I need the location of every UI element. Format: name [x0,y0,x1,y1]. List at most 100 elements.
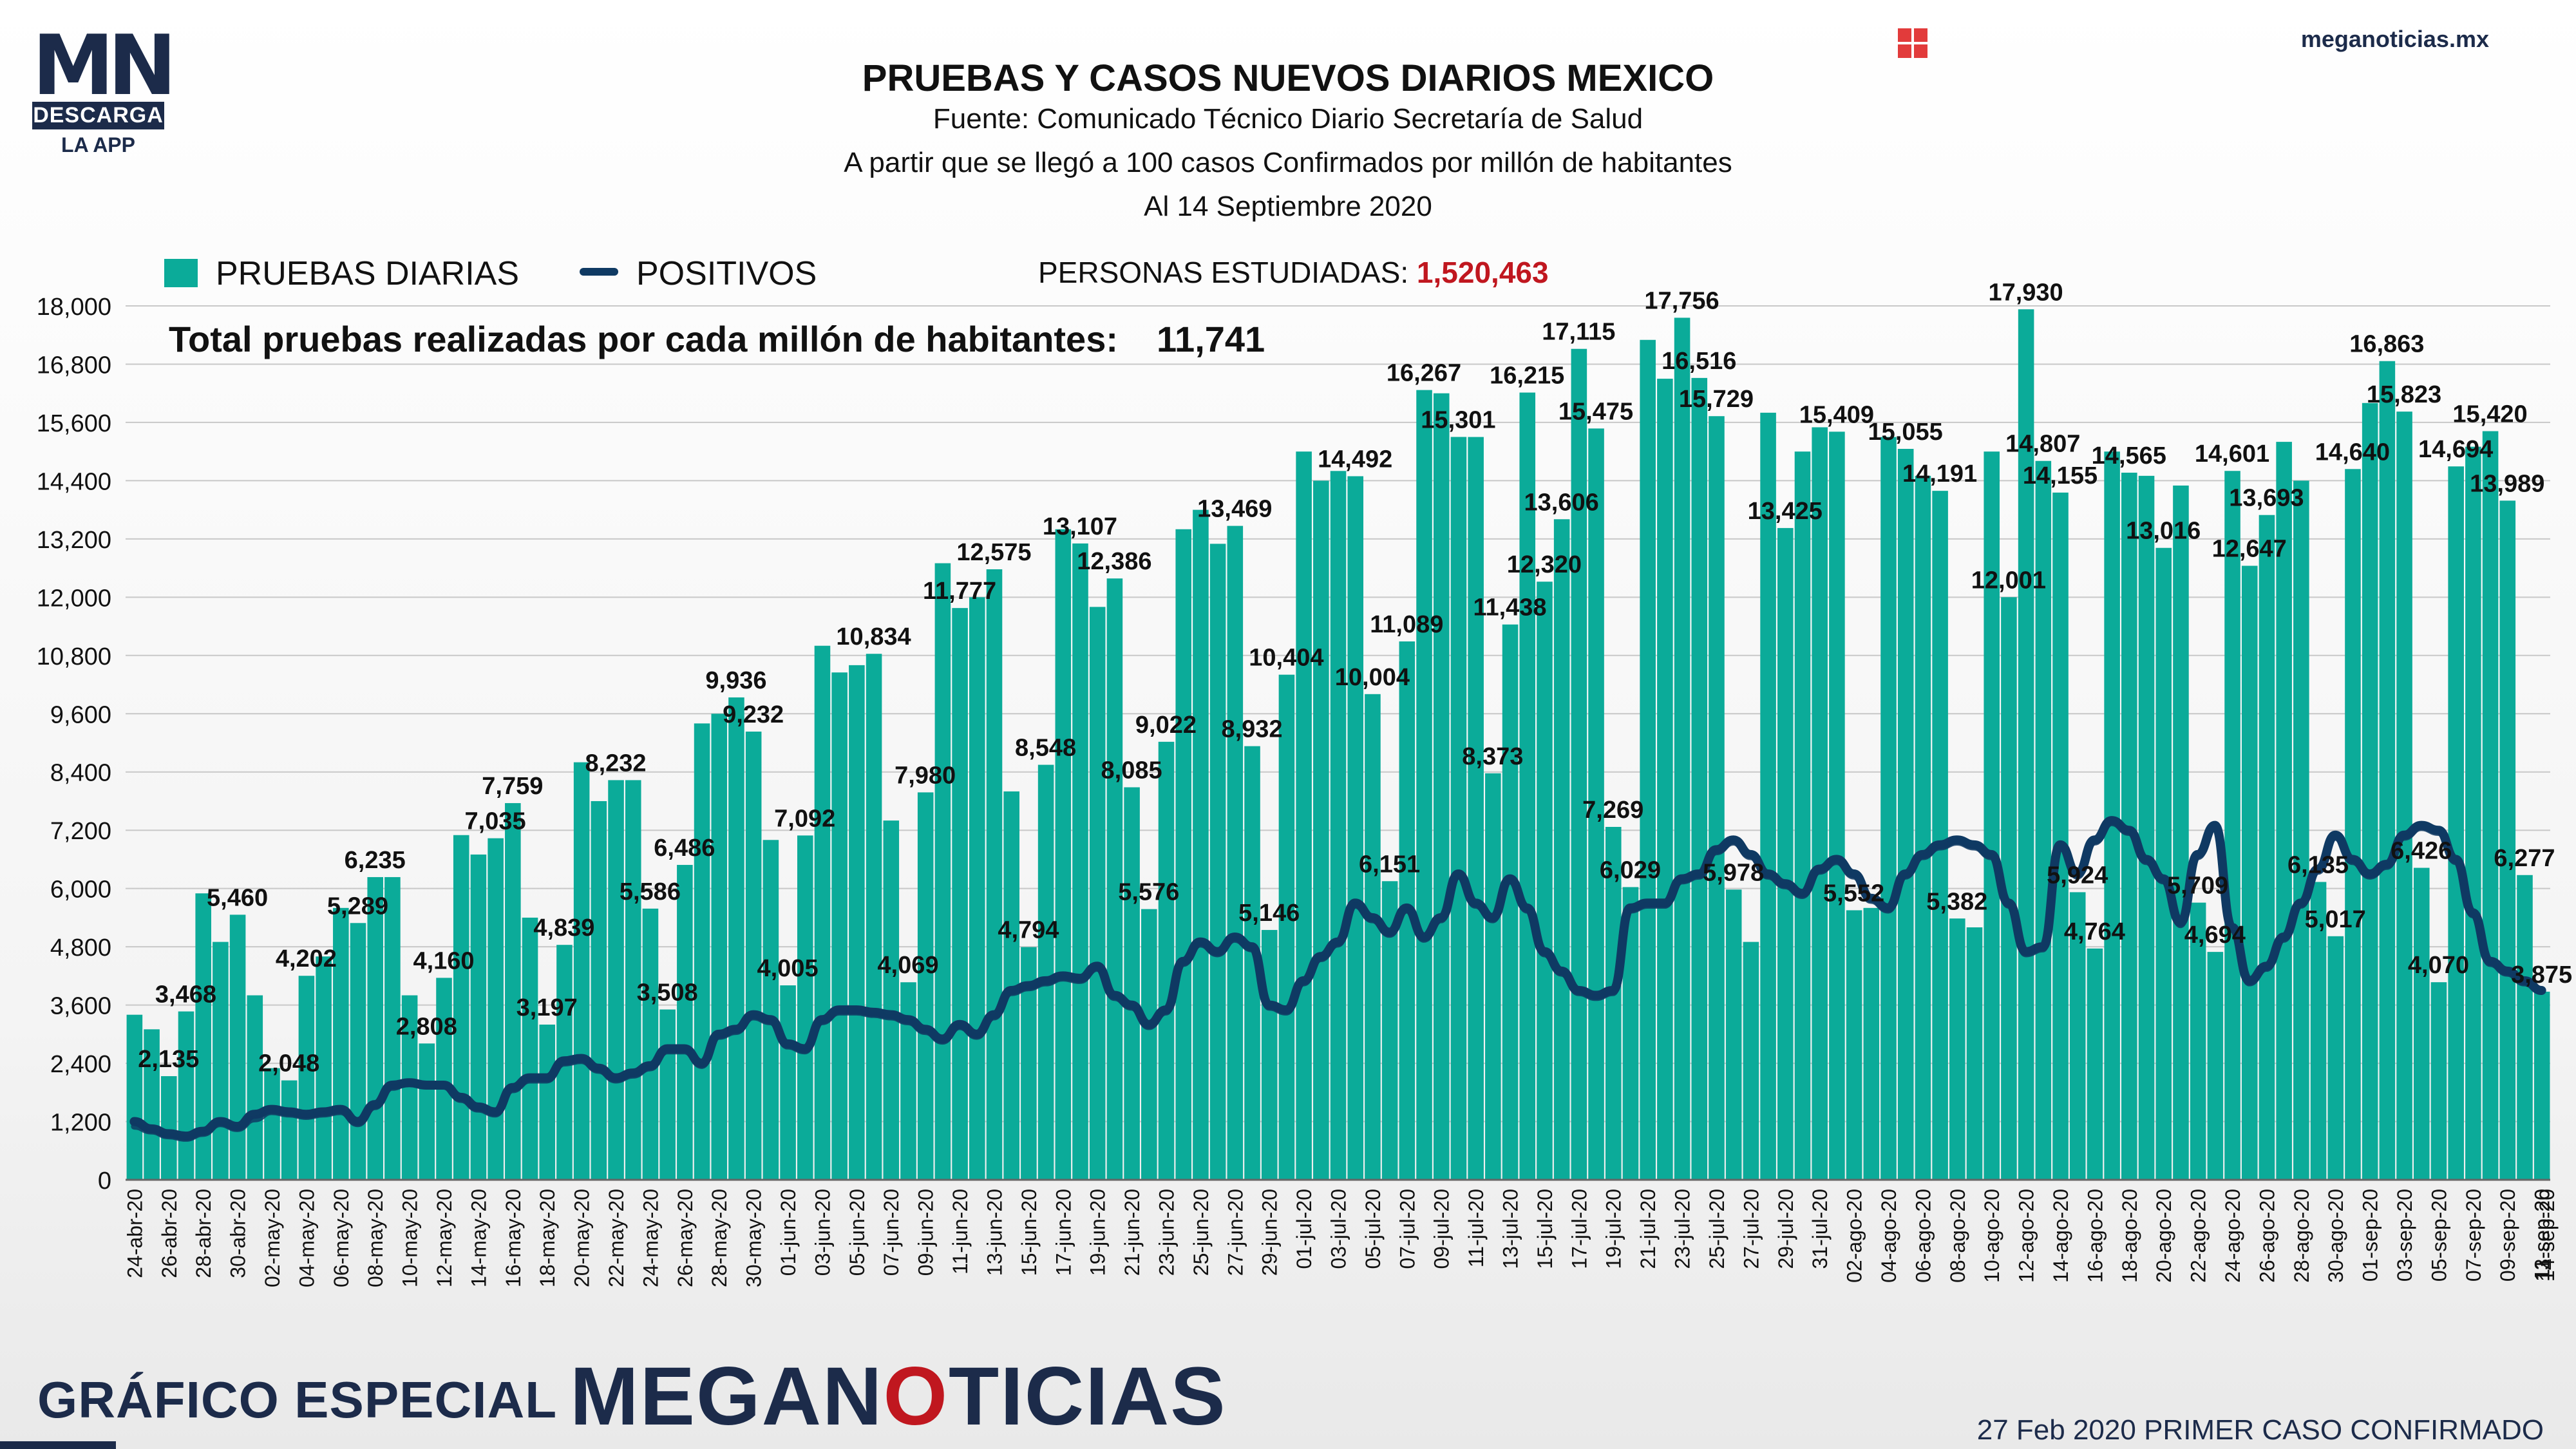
bar-value-label: 16,215 [1490,363,1564,390]
bar-value-label: 15,420 [2452,401,2527,428]
x-tick-label: 28-ago-20 [2290,1189,2313,1283]
x-tick-label: 01-jul-20 [1293,1189,1316,1269]
bar-value-label: 15,301 [1421,406,1495,433]
x-tick-label: 15-jul-20 [1533,1189,1557,1269]
x-tick-label: 10-may-20 [399,1189,422,1287]
bar-value-label: 5,460 [207,884,268,911]
bar [1846,910,1862,1180]
bar [2138,475,2155,1180]
y-tick-label: 14,400 [37,468,111,495]
bar [1261,930,1278,1180]
legend-bar-swatch [164,259,198,287]
bar-value-label: 4,005 [757,955,818,982]
x-tick-label: 03-jul-20 [1327,1189,1350,1269]
bar [1932,491,1948,1180]
bar [419,1043,435,1180]
x-tick-label: 08-ago-20 [1946,1189,1969,1283]
x-tick-label: 16-ago-20 [2083,1189,2107,1283]
bar-value-label: 14,191 [1902,460,1977,488]
x-tick-label: 21-jun-20 [1121,1189,1144,1276]
bar [1725,889,1742,1180]
logo-sub: LA APP [61,133,135,156]
x-tick-label: 02-may-20 [261,1189,284,1287]
bar [350,923,366,1180]
x-tick-label: 11-sep-20 [2531,1189,2554,1280]
bar-value-label: 6,277 [2494,845,2555,872]
bar [247,995,263,1180]
bar [1106,578,1123,1180]
bar-value-label: 5,924 [2047,862,2108,889]
bar [694,723,710,1180]
bar [1709,416,1725,1180]
bar [780,985,796,1180]
bar-value-label: 10,004 [1335,664,1410,691]
bar-value-label: 13,107 [1043,513,1117,540]
bar-value-label: 6,235 [345,847,406,874]
bar [436,978,452,1180]
x-tick-label: 18-may-20 [536,1189,559,1287]
x-tick-label: 14-may-20 [467,1189,490,1287]
bar [2310,882,2327,1180]
bar-value-label: 6,426 [2391,838,2452,865]
bar [711,714,728,1180]
bar [900,982,916,1180]
bar-value-label: 13,606 [1524,489,1599,516]
x-tick-label: 06-ago-20 [1911,1189,1935,1283]
bar-value-label: 14,492 [1318,446,1392,473]
bar-value-label: 14,640 [2315,439,2390,466]
site-url[interactable]: meganoticias.mx [2300,26,2489,52]
bar [1537,582,1553,1180]
bar [2293,480,2309,1180]
x-tick-label: 13-jul-20 [1499,1189,1522,1269]
x-tick-label: 26-may-20 [674,1189,697,1287]
bar [625,780,641,1180]
bar [2379,361,2396,1180]
bar [2104,451,2120,1180]
bar [2224,471,2240,1180]
x-tick-label: 23-jul-20 [1671,1189,1694,1269]
bar-value-label: 15,475 [1558,398,1633,425]
bar-value-label: 14,601 [2195,440,2269,468]
total-label: Total pruebas realizadas por cada millón… [169,319,1118,359]
bar [2499,500,2516,1180]
x-tick-label: 11-jul-20 [1464,1189,1488,1267]
y-tick-label: 6,000 [50,876,111,904]
bar-value-label: 8,932 [1221,716,1282,743]
bar [1124,787,1140,1180]
bar-value-label: 7,759 [482,773,543,800]
x-tick-label: 12-may-20 [433,1189,456,1287]
bar [2207,952,2224,1180]
x-tick-label: 28-may-20 [708,1189,731,1287]
bar-value-label: 7,092 [774,805,835,832]
x-tick-label: 07-jul-20 [1396,1189,1419,1269]
bar-value-label: 13,989 [2470,470,2544,497]
bar [1485,773,1501,1180]
bar [1347,476,1364,1180]
footer-brand-part-2: O [883,1350,949,1443]
x-tick-label: 24-ago-20 [2221,1189,2244,1283]
bar [2069,892,2086,1180]
x-tick-label: 27-jul-20 [1739,1189,1763,1269]
bar [2533,991,2550,1180]
bar [2173,485,2189,1180]
bar [2465,446,2481,1180]
bar [505,803,521,1180]
footer-brand: MEGANOTICIAS [570,1355,1227,1439]
bar-value-label: 6,486 [654,835,715,862]
x-tick-label: 29-jun-20 [1258,1189,1282,1276]
bar [2362,402,2378,1180]
bar [1468,437,1484,1180]
bar [2087,948,2103,1180]
bar-value-label: 4,694 [2184,922,2246,949]
bar [677,865,693,1180]
bar [470,854,487,1180]
bar [298,976,315,1180]
footer-brand-part-3: TICIAS [949,1350,1227,1443]
bar-value-label: 5,978 [1703,859,1764,886]
bar-value-label: 12,647 [2212,536,2287,563]
bar [2327,936,2344,1180]
logo[interactable]: MN DESCARGA LA APP [32,25,177,157]
x-tick-label: 19-jul-20 [1602,1189,1625,1269]
bar [642,908,659,1180]
persons-studied: PERSONAS ESTUDIADAS: 1,520,463 [1038,255,1549,290]
